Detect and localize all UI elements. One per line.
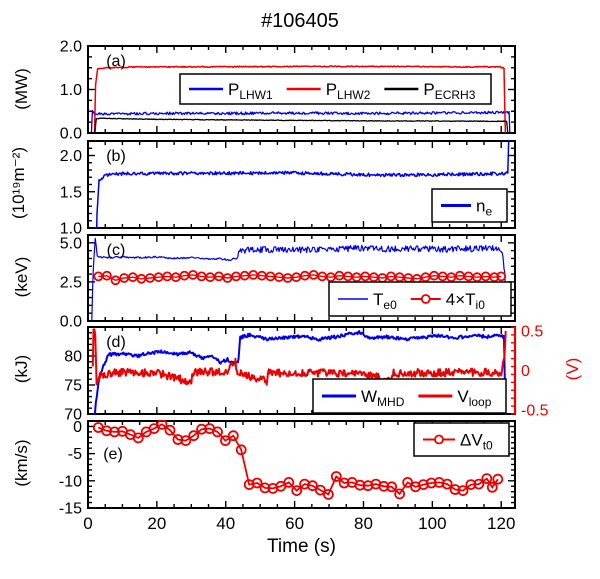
axis-ticks (87, 45, 515, 134)
panel-e: 0 -5 -10 -15 ΔVt0 (e) (59, 419, 516, 518)
panel-d: 80 75 70 0.5 0 -0.5 WMHD Vloop (d) (64, 323, 548, 423)
legend-label: Te0 (373, 290, 397, 312)
y-tick-label: 2.5 (60, 274, 82, 291)
x-tick-label: 40 (216, 514, 235, 533)
x-tick-label: 80 (354, 514, 373, 533)
y-tick-label: 0.0 (60, 314, 82, 331)
x-tick-label: 0 (83, 514, 92, 533)
legend-label: PLHW1 (228, 80, 273, 102)
series-P_LHW2 (93, 65, 507, 134)
series-W_MHD (93, 330, 507, 415)
series-group (92, 420, 504, 500)
y-tick-label: 80 (64, 349, 82, 366)
panel-b: 2.0 1.5 1.0 ne (b) (60, 140, 516, 238)
legend-label: 4×Ti0 (446, 290, 485, 312)
axis-ticks (87, 420, 515, 509)
y2-tick-label: 0.5 (521, 323, 543, 340)
y-tick-label: 70 (64, 407, 82, 424)
y-tick-label: 2.0 (60, 148, 82, 165)
panel-tag-e: (e) (103, 446, 123, 463)
legend-label: Vloop (457, 387, 491, 409)
legend-label: PECRH3 (423, 80, 475, 102)
x-axis-label: Time (s) (267, 536, 336, 557)
axis-ticks (87, 234, 515, 322)
y-tick-labels: 0 -5 -10 -15 (59, 419, 82, 518)
y-axis-label-e: (km/s) (12, 439, 31, 487)
legend-label: WMHD (361, 387, 405, 409)
legend-label: PLHW2 (326, 80, 371, 102)
y-tick-label: 5.0 (60, 235, 82, 252)
y-tick-label: 0.0 (60, 126, 82, 143)
chart-title: #106405 (261, 10, 339, 32)
series-P_LHW1 (90, 109, 511, 134)
y-tick-label: 75 (64, 378, 82, 395)
y2-axis-label-d: (V) (563, 357, 582, 381)
panel-tag-b: (b) (106, 148, 126, 165)
x-tick-label: 100 (418, 514, 446, 533)
y-tick-label: 2.0 (60, 39, 82, 56)
series-P_ECRH3 (94, 117, 509, 134)
markers-dV_t0 (92, 420, 504, 500)
legend-marker (434, 434, 444, 445)
axis-ticks (87, 140, 515, 229)
legend-label: ΔVt0 (460, 431, 493, 453)
series-n_e (95, 140, 510, 229)
y-tick-label: -5 (68, 446, 82, 463)
x-tick-label: 120 (487, 514, 515, 533)
y-tick-label: 0 (73, 419, 82, 436)
panel-c: 5.0 2.5 0.0 Te0 4×Ti0 (c) (60, 234, 516, 331)
y-tick-labels: 5.0 2.5 0.0 (60, 235, 82, 330)
x-tick-label: 20 (147, 514, 166, 533)
panel-a: 2.0 1.0 0.0 PLHW1 PLHW2 PECRH3 (a) (60, 39, 516, 143)
y-tick-labels: 80 75 70 (64, 349, 82, 424)
legend-c: Te0 4×Ti0 (328, 281, 512, 317)
legend-box (179, 73, 492, 105)
legend-e: ΔVt0 (413, 422, 510, 457)
panel-frame (87, 234, 516, 322)
legend-b: ne (431, 188, 508, 223)
y-tick-label: -15 (59, 501, 82, 518)
y-tick-label: 1.0 (60, 82, 82, 99)
panel-tag-d: (d) (106, 334, 126, 351)
series-V_loop (91, 328, 507, 386)
panel-tag-c: (c) (107, 242, 126, 259)
y-tick-label: -10 (59, 473, 82, 490)
x-tick-label: 60 (285, 514, 304, 533)
y-tick-label: 1.5 (60, 184, 82, 201)
x-tick-labels: 0 20 40 60 80 100 120 (83, 514, 515, 533)
legend-marker (420, 294, 431, 304)
y-tick-label: 1.0 (60, 221, 82, 238)
series-group (90, 65, 511, 134)
y-tick-labels: 2.0 1.5 1.0 (60, 148, 82, 238)
legend-a: PLHW1 PLHW2 PECRH3 (179, 73, 492, 105)
y2-tick-label: 0 (521, 363, 530, 380)
panel-tag-a: (a) (106, 53, 126, 70)
series-group (91, 328, 507, 415)
legend-label: ne (476, 197, 492, 219)
legend-d: WMHD Vloop (312, 378, 507, 414)
y2-tick-label: -0.5 (521, 403, 549, 420)
series-T_e0 (91, 237, 508, 322)
series-group (95, 140, 510, 229)
y-tick-labels: 2.0 1.0 0.0 (60, 39, 82, 143)
